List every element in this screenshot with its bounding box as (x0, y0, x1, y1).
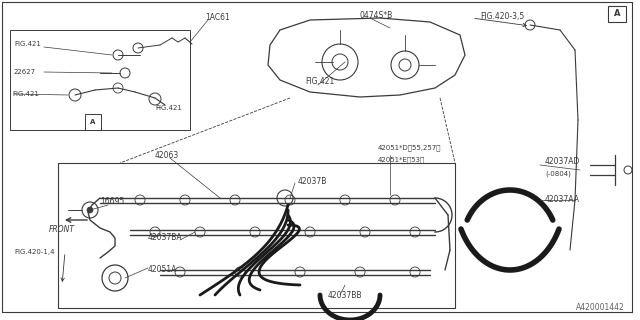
Text: 42037BA: 42037BA (148, 234, 182, 243)
Text: 42051*D〈55,257〉: 42051*D〈55,257〉 (378, 145, 442, 151)
Text: FIG.421: FIG.421 (14, 41, 41, 47)
Text: 16695: 16695 (100, 197, 124, 206)
Text: 42051*E〈53〉: 42051*E〈53〉 (378, 157, 425, 163)
Text: 1AC61: 1AC61 (205, 12, 230, 21)
Text: FIG.421: FIG.421 (305, 77, 334, 86)
Text: FIG.420-1,4: FIG.420-1,4 (14, 249, 54, 255)
Text: FIG.421: FIG.421 (155, 105, 182, 111)
Text: A: A (614, 10, 620, 19)
Text: 42037BB: 42037BB (328, 292, 362, 300)
Text: FRONT: FRONT (49, 226, 75, 235)
Text: 42037B: 42037B (298, 178, 328, 187)
Text: 0474S*B: 0474S*B (360, 12, 393, 20)
Text: A: A (90, 119, 96, 125)
Text: 42037AD: 42037AD (545, 157, 580, 166)
Text: 22627: 22627 (14, 69, 36, 75)
Text: 42051A: 42051A (148, 266, 177, 275)
Text: 42037AA: 42037AA (545, 196, 580, 204)
Text: FIG.421: FIG.421 (12, 91, 39, 97)
Text: FIG.420-3,5: FIG.420-3,5 (480, 12, 524, 20)
Text: 42063: 42063 (155, 151, 179, 161)
Text: (-0804): (-0804) (545, 171, 571, 177)
Circle shape (87, 207, 93, 213)
Text: A420001442: A420001442 (576, 303, 625, 313)
